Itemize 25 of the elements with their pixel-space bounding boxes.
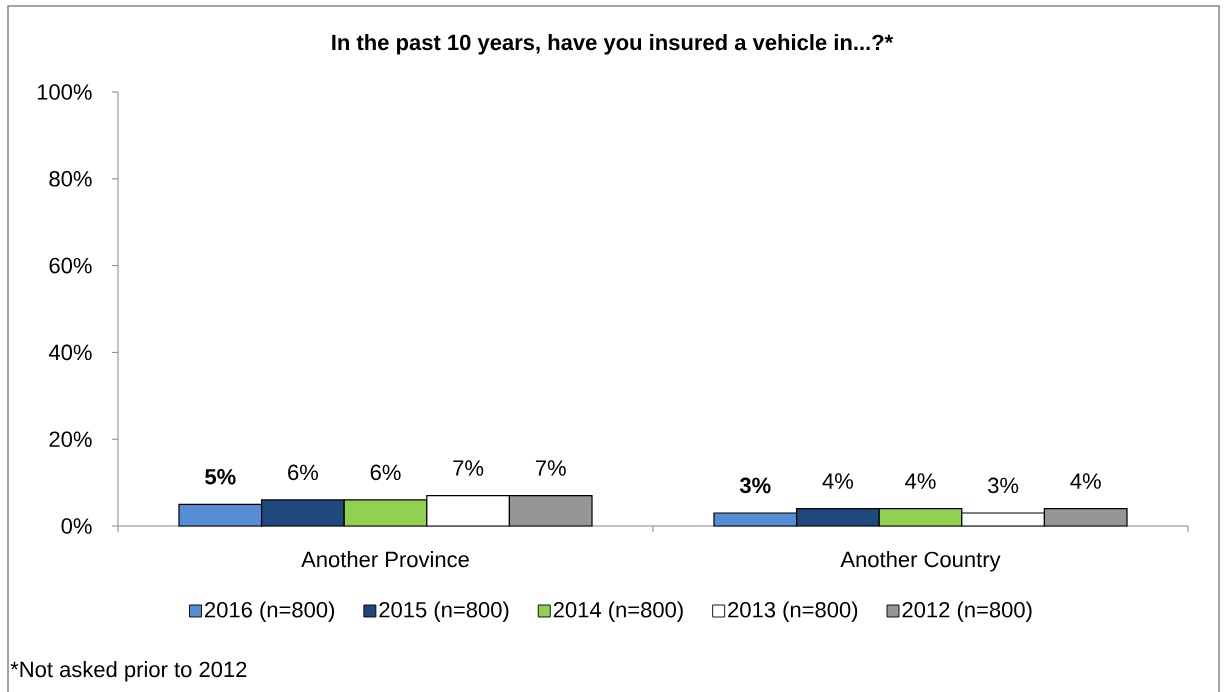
y-tick-label: 0% — [61, 518, 92, 534]
y-tick-label: 40% — [48, 344, 92, 361]
data-label: 7% — [535, 460, 566, 476]
y-tick-label: 20% — [49, 431, 92, 447]
data-label: 4% — [1070, 473, 1101, 489]
data-label: 4% — [905, 473, 936, 489]
legend-label: 2013 (n=800) — [728, 601, 858, 622]
chart-title: In the past 10 years, have you insured a vehicle in...?* — [332, 34, 894, 55]
data-label: 4% — [822, 473, 854, 489]
data-label: 3% — [988, 477, 1019, 494]
y-tick-label: 60% — [49, 257, 92, 274]
data-label: 7% — [453, 460, 484, 476]
text: *Not asked prior to 2012 — [10, 661, 247, 682]
x-tick-label: Another Country — [840, 551, 1001, 572]
y-tick-label: 80% — [49, 171, 92, 187]
data-label: 6% — [370, 464, 401, 481]
y-tick-label: 100% — [37, 84, 92, 100]
legend-label: 2014 (n=800) — [553, 601, 683, 622]
legend-label: 2012 (n=800) — [902, 601, 1032, 622]
legend-label: 2016 (n=800) — [205, 601, 335, 622]
data-label: 6% — [288, 464, 319, 481]
x-tick-label: Another Province — [301, 551, 469, 568]
data-label: 3% — [739, 477, 771, 494]
data-label: 5% — [205, 468, 236, 485]
legend-label: 2015 (n=800) — [379, 601, 509, 622]
